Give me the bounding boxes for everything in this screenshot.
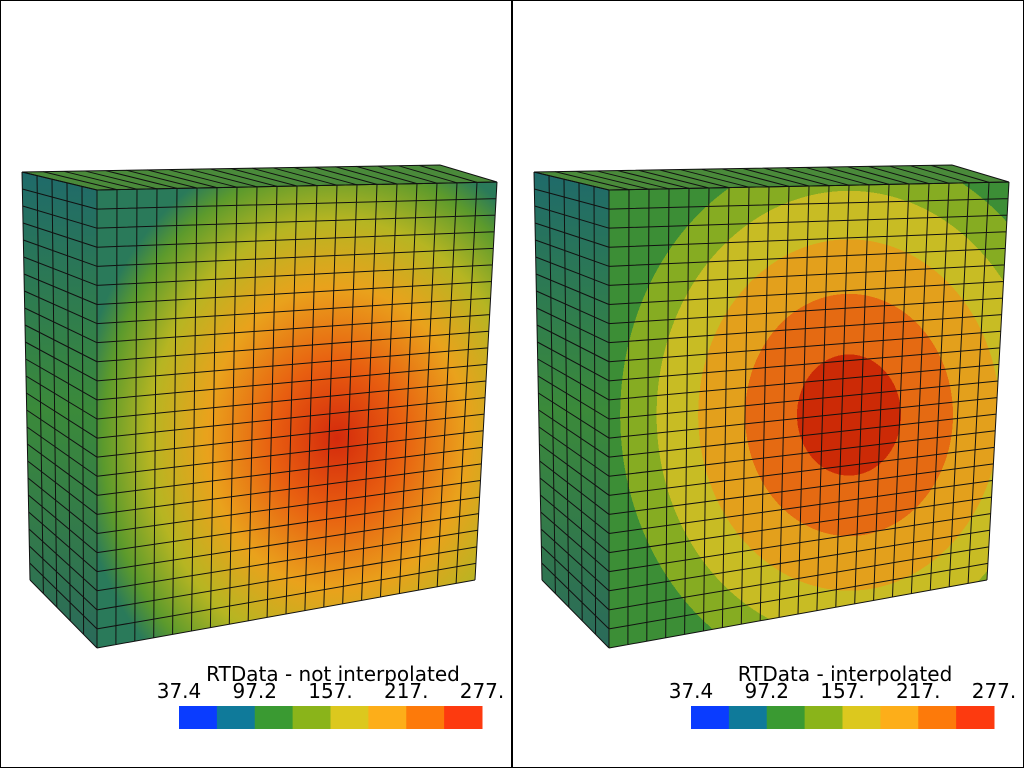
colorbar-swatch [254,706,294,729]
colorbar-swatch [880,706,919,729]
colorbar-swatch [691,706,730,729]
colorbar-label: 157. [820,679,865,703]
colorbar-swatch [842,706,881,729]
colorbar-label: 157. [308,679,353,703]
colorbar-swatch [728,706,768,729]
box-top-face [534,165,1009,190]
colorbar-label: 277. [972,679,1017,703]
colorbar-swatch [918,706,957,729]
colorbar-label: 97.2 [744,679,789,703]
colorbar-label: 97.2 [232,679,277,703]
colorbar-swatch [330,706,369,729]
colorbar-label: 217. [896,679,941,703]
mesh-grid [533,164,1010,191]
colorbar-label: 277. [460,679,505,703]
colorbar-swatch [292,706,331,729]
colorbar-label: 217. [384,679,429,703]
colorbar-swatch [766,706,806,729]
colorbar-label: 37.4 [157,679,202,703]
box-side-face [534,172,609,648]
box-top-face [22,165,497,190]
colorbar-label: 37.4 [669,679,714,703]
colorbar-title: RTData - interpolated [738,662,953,686]
box-side-face [22,172,97,648]
colorbar-title: RTData - not interpolated [206,662,460,686]
colorbar-swatch [956,706,995,729]
colorbar-swatch [444,706,483,729]
colorbar-swatch [216,706,256,729]
colorbar-swatch [406,706,445,729]
colorbar-swatch [368,706,407,729]
mesh-grid [21,164,498,191]
colorbar-swatch [179,706,218,729]
colorbar-swatch [804,706,843,729]
